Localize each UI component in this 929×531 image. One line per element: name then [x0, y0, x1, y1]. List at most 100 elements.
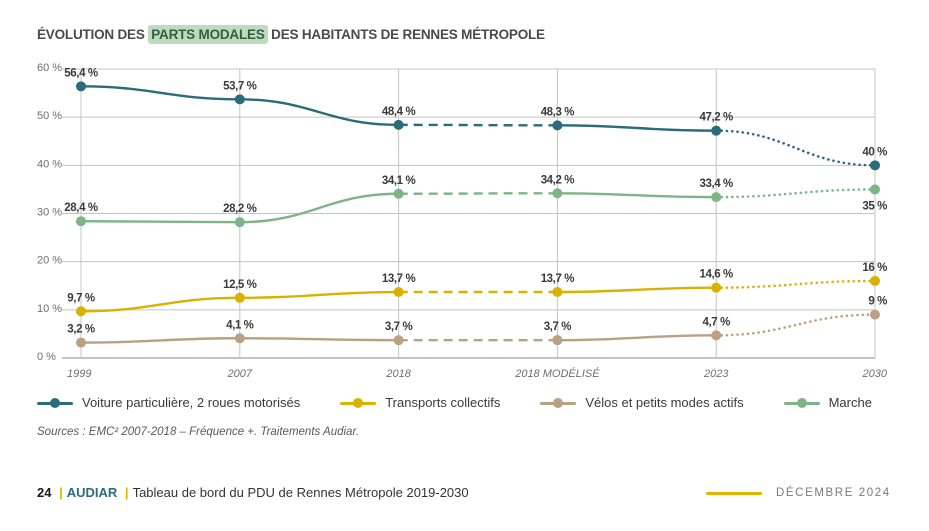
series-segment	[239, 290, 399, 299]
data-point	[76, 81, 86, 92]
footer-separator: |	[59, 485, 63, 500]
data-point	[711, 192, 722, 203]
legend-label: Transports collectifs	[385, 395, 501, 410]
data-label: 4,1 %	[226, 319, 254, 331]
data-label: 9,7 %	[67, 292, 95, 304]
legend-item: Transports collectifs	[340, 395, 500, 410]
data-label: 16 %	[862, 262, 887, 274]
series-segment	[557, 286, 717, 294]
legend-label: Marche	[828, 395, 872, 410]
data-label: 28,4 %	[64, 202, 98, 214]
data-point	[870, 184, 880, 195]
y-tick-label: 50 %	[37, 110, 62, 122]
data-point	[234, 333, 245, 344]
sources-note: Sources : EMC² 2007-2018 – Fréquence +. …	[37, 426, 360, 438]
line-chart: 0 % 10 % 20 % 30 % 40 % 50 % 60 % 1999 2007 2018…	[37, 62, 888, 380]
data-label: 47,2 %	[699, 112, 733, 124]
data-point	[234, 94, 245, 105]
legend-item: Marche	[783, 395, 872, 410]
data-point	[870, 275, 880, 286]
series-segment	[557, 334, 717, 342]
title-suffix: DES HABITANTS DE RENNES MÉTROPOLE	[267, 27, 545, 42]
series-segment	[714, 279, 877, 289]
grid	[62, 68, 876, 359]
data-label: 33,4 %	[699, 178, 733, 190]
footer-separator-2: |	[124, 485, 129, 500]
data-point	[393, 287, 404, 298]
data-labels: 56,4 % 53,7 % 48,4 % 48,3 % 47,2 % 40 % 9,7 % 1…	[64, 67, 887, 335]
data-label: 3,7 %	[385, 321, 413, 333]
legend: Voiture particulière, 2 roues motorisés T…	[37, 395, 912, 410]
y-tick-label: 10 %	[37, 303, 62, 315]
data-point	[393, 119, 404, 130]
data-point	[76, 216, 86, 227]
data-point	[234, 292, 245, 303]
series-segment	[239, 192, 399, 224]
y-tick-label: 20 %	[37, 255, 62, 267]
legend-swatch-icon	[37, 397, 73, 409]
y-tick-label: 60 %	[37, 62, 62, 74]
data-point	[76, 306, 86, 317]
x-tick-label: 1999	[67, 368, 91, 380]
data-point	[393, 188, 404, 199]
legend-item: Vélos et petits modes actifs	[540, 395, 744, 410]
data-label: 12,5 %	[223, 279, 257, 291]
data-label: 13,7 %	[541, 273, 575, 285]
publication-date: DÉCEMBRE 2024	[776, 487, 891, 499]
x-tick-label: 2018 MODÉLISÉ	[514, 367, 600, 380]
series-segment	[557, 192, 717, 199]
footer-left: 24 | AUDIAR | Tableau de bord du PDU de Re…	[37, 485, 469, 500]
series-segment	[80, 296, 240, 313]
series-segment	[714, 129, 877, 167]
footer-right: DÉCEMBRE 2024	[706, 487, 891, 499]
data-label: 40 %	[862, 146, 887, 158]
data-label: 13,7 %	[382, 273, 416, 285]
data-point	[234, 217, 245, 228]
x-tick-label: 2007	[227, 368, 253, 380]
legend-swatch-icon	[783, 397, 820, 409]
y-axis-ticks: 0 % 10 % 20 % 30 % 40 % 50 % 60 %	[37, 62, 62, 363]
series-segment	[557, 124, 717, 132]
data-label: 28,2 %	[223, 203, 257, 215]
series-segment	[80, 337, 240, 344]
data-label: 9 %	[868, 296, 887, 308]
data-point	[393, 335, 404, 346]
series-segment	[80, 85, 240, 101]
data-label: 35 %	[862, 200, 887, 212]
data-point	[870, 160, 880, 171]
legend-item: Voiture particulière, 2 roues motorisés	[37, 395, 300, 410]
series-segment	[714, 313, 877, 337]
y-tick-label: 40 %	[37, 158, 62, 170]
data-point	[552, 335, 563, 346]
title-highlight: PARTS MODALES	[148, 25, 268, 44]
series-segment	[714, 188, 877, 199]
data-label: 48,4 %	[382, 106, 416, 118]
legend-swatch-icon	[340, 397, 377, 409]
data-point	[552, 287, 563, 298]
data-label: 34,1 %	[382, 175, 416, 187]
page-number: 24	[37, 485, 52, 500]
title-prefix: ÉVOLUTION DES	[37, 27, 149, 42]
data-point	[552, 188, 563, 199]
data-point	[870, 309, 880, 320]
legend-swatch-icon	[540, 397, 577, 409]
brand-name: AUDIAR	[66, 485, 118, 500]
series-segment	[239, 98, 399, 127]
data-label: 53,7 %	[223, 80, 257, 92]
y-tick-label: 30 %	[37, 207, 62, 219]
series-points	[76, 81, 880, 348]
data-label: 14,6 %	[699, 269, 733, 281]
data-point	[711, 282, 722, 293]
data-point	[76, 337, 86, 348]
data-point	[711, 125, 722, 136]
x-tick-label: 2030	[862, 368, 888, 380]
data-label: 56,4 %	[64, 67, 98, 79]
data-label: 3,7 %	[544, 321, 572, 333]
data-label: 4,7 %	[702, 316, 730, 328]
legend-label: Vélos et petits modes actifs	[585, 395, 744, 410]
x-tick-label: 2018	[385, 368, 411, 380]
x-tick-label: 2023	[703, 368, 729, 380]
series-segment	[80, 220, 240, 224]
series-segment	[239, 337, 399, 342]
chart-title: ÉVOLUTION DES PARTS MODALES DES HABITANT…	[37, 25, 545, 44]
